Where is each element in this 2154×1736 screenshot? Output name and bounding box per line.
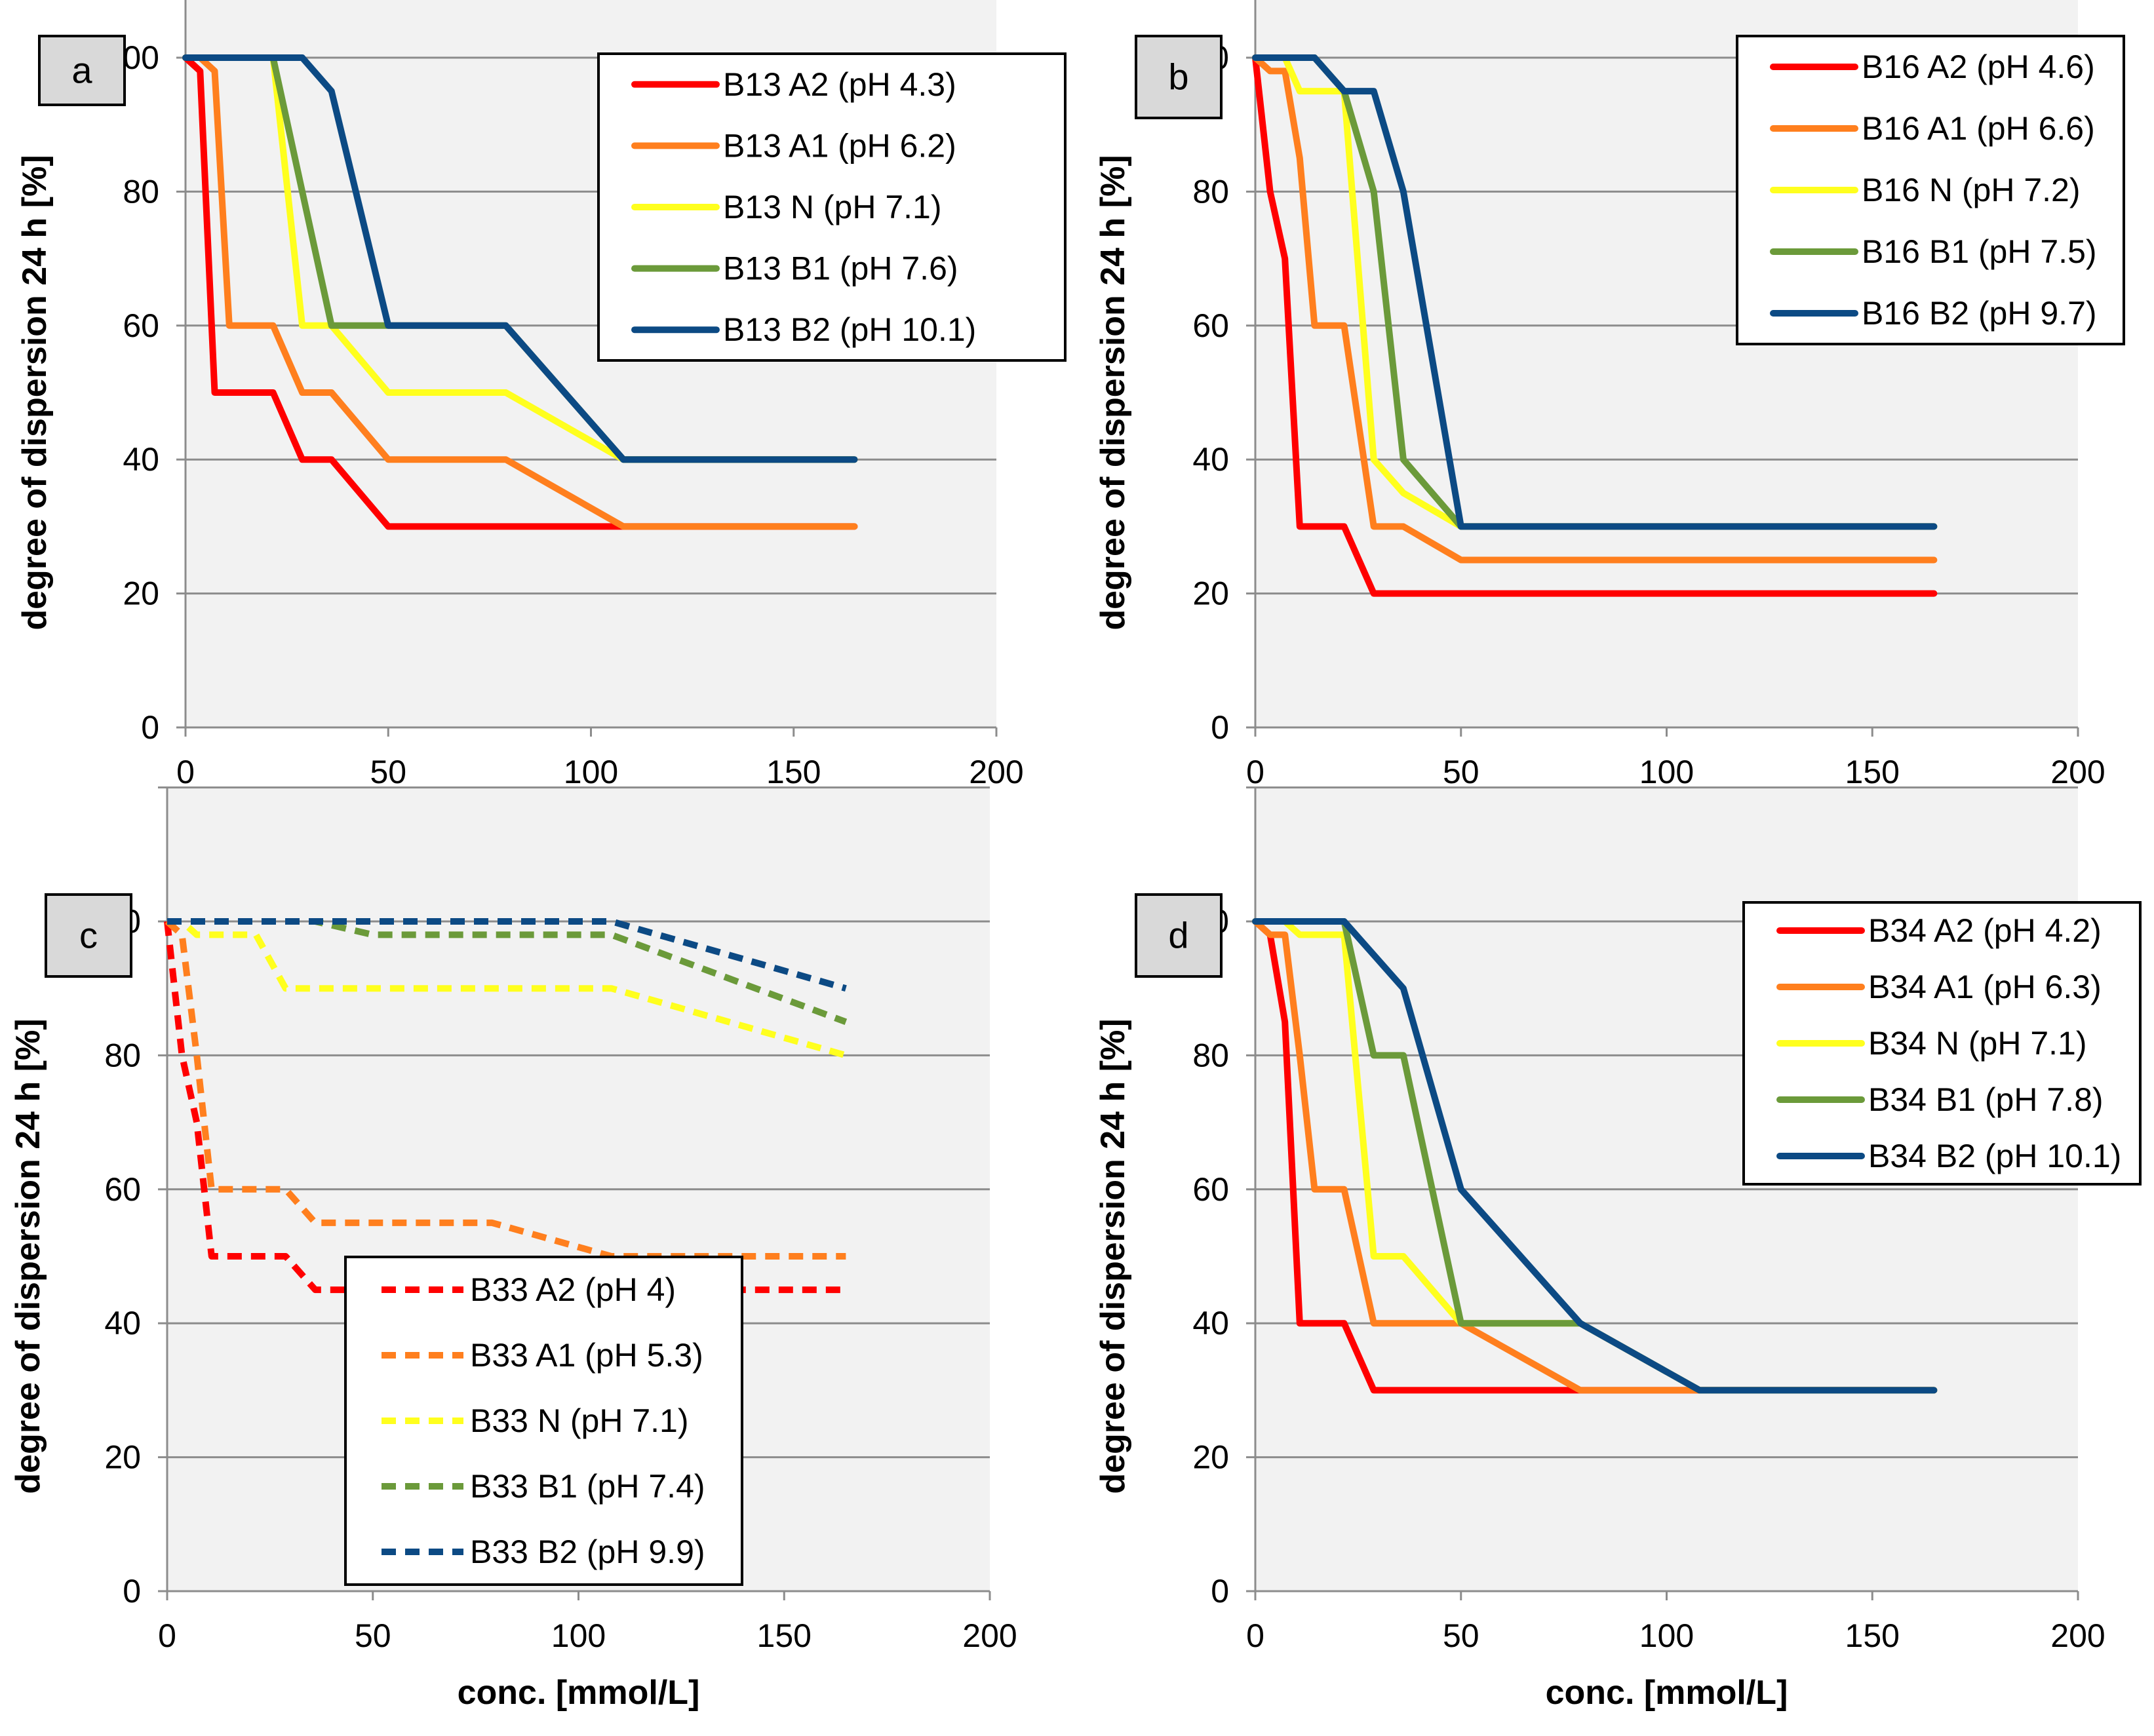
x-axis-label: conc. [mmol/L] [1546, 1674, 1788, 1712]
chart-panel-d: 020406080100050100150200conc. [mmol/L]de… [1094, 786, 2142, 1712]
x-tick-label: 200 [2050, 754, 2105, 790]
legend-entry: B33 N (pH 7.1) [470, 1402, 688, 1439]
y-tick-label: 60 [1192, 1171, 1229, 1208]
legend-entry: B13 B2 (pH 10.1) [723, 311, 976, 348]
x-tick-label: 50 [355, 1617, 391, 1654]
y-axis-label: degree of dispersion 24 h [%] [16, 155, 54, 630]
series-line-b2 [182, 54, 858, 463]
legend-entry: B16 B2 (pH 9.7) [1862, 295, 2097, 332]
y-tick-label: 0 [123, 1573, 141, 1610]
legend-entry: B33 B1 (pH 7.4) [470, 1468, 705, 1505]
x-tick-label: 150 [1845, 754, 1900, 790]
series-line-a2 [1252, 54, 1938, 597]
y-tick-label: 40 [123, 441, 159, 478]
series-line-b2 [1252, 54, 1938, 530]
y-tick-label: 0 [141, 709, 159, 746]
legend-entry: B34 B1 (pH 7.8) [1868, 1081, 2104, 1118]
legend-entry: B13 N (pH 7.1) [723, 189, 941, 225]
y-axis-label: degree of dispersion 24 h [%] [1094, 155, 1132, 630]
y-tick-label: 20 [1192, 575, 1229, 612]
legend-entry: B33 B2 (pH 9.9) [470, 1533, 705, 1570]
legend-entry: B16 N (pH 7.2) [1862, 172, 2080, 208]
series-line-a1 [165, 919, 846, 1260]
x-tick-label: 50 [1443, 1617, 1479, 1654]
legend-entry: B13 B1 (pH 7.6) [723, 250, 958, 287]
legend-entry: B34 A1 (pH 6.3) [1868, 969, 2102, 1005]
x-tick-label: 100 [551, 1617, 606, 1654]
chart-panel-c: 020406080100050100150200conc. [mmol/L]de… [9, 786, 1017, 1712]
y-tick-label: 40 [1192, 1305, 1229, 1341]
legend-entry: B34 A2 (pH 4.2) [1868, 912, 2102, 949]
x-tick-label: 100 [1639, 1617, 1694, 1654]
y-tick-label: 40 [1192, 441, 1229, 478]
x-tick-label: 150 [757, 1617, 812, 1654]
y-tick-label: 60 [1192, 307, 1229, 344]
panel-letter-box [1135, 35, 1223, 119]
y-axis-label: degree of dispersion 24 h [%] [9, 1018, 47, 1494]
y-tick-label: 40 [104, 1305, 141, 1341]
x-tick-label: 200 [2050, 1617, 2105, 1654]
legend-entry: B16 B1 (pH 7.5) [1862, 233, 2097, 270]
x-tick-label: 50 [370, 754, 406, 790]
x-tick-label: 150 [766, 754, 821, 790]
y-tick-label: 60 [104, 1171, 141, 1208]
y-tick-label: 80 [104, 1037, 141, 1073]
panel-letter: c [79, 915, 98, 956]
legend-entry: B33 A1 (pH 5.3) [470, 1337, 703, 1374]
x-tick-label: 150 [1845, 1617, 1900, 1654]
y-tick-label: 20 [123, 575, 159, 612]
panel-letter-box [45, 893, 132, 978]
legend-entry: B16 A1 (pH 6.6) [1862, 110, 2095, 147]
y-tick-label: 0 [1211, 1573, 1229, 1610]
series-line-n [167, 918, 847, 1059]
chart-panel-a: 020406080100050100150200conc. [mmol/L]de… [16, 0, 1067, 848]
x-tick-label: 0 [1246, 754, 1264, 790]
x-tick-label: 0 [1246, 1617, 1264, 1654]
series-line-a2 [182, 54, 858, 530]
legend-entry: B13 A2 (pH 4.3) [723, 66, 956, 103]
panel-letter: a [71, 50, 92, 91]
panel-letter: b [1168, 56, 1188, 98]
y-tick-label: 20 [1192, 1439, 1229, 1476]
panel-letter-box [1135, 893, 1223, 978]
y-tick-label: 80 [1192, 173, 1229, 210]
y-tick-label: 20 [104, 1439, 141, 1476]
chart-panel-b: 020406080100050100150200conc. [mmol/L]de… [1094, 0, 2125, 848]
y-tick-label: 80 [123, 173, 159, 210]
x-tick-label: 0 [158, 1617, 176, 1654]
x-tick-label: 0 [176, 754, 195, 790]
legend-entry: B33 A2 (pH 4) [470, 1271, 676, 1308]
y-tick-label: 80 [1192, 1037, 1229, 1073]
legend-entry: B16 A2 (pH 4.6) [1862, 48, 2095, 85]
x-tick-label: 200 [962, 1617, 1017, 1654]
panel-letter-box [38, 35, 126, 106]
x-tick-label: 100 [564, 754, 618, 790]
x-tick-label: 100 [1639, 754, 1694, 790]
series-line-a2 [164, 921, 846, 1294]
panel-letter: d [1168, 915, 1188, 956]
series-line-a1 [1252, 54, 1938, 564]
x-tick-label: 200 [969, 754, 1023, 790]
y-tick-label: 60 [123, 307, 159, 344]
legend-entry: B34 B2 (pH 10.1) [1868, 1138, 2121, 1174]
x-tick-label: 50 [1443, 754, 1479, 790]
y-axis-label: degree of dispersion 24 h [%] [1094, 1018, 1132, 1494]
series-line-b2 [167, 918, 847, 992]
legend-entry: B34 N (pH 7.1) [1868, 1025, 2086, 1062]
y-tick-label: 0 [1211, 709, 1229, 746]
series-line-a1 [1252, 918, 1938, 1394]
series-line-a1 [182, 54, 858, 530]
series-line-b2 [1252, 918, 1938, 1394]
legend-entry: B13 A1 (pH 6.2) [723, 127, 956, 164]
x-axis-label: conc. [mmol/L] [458, 1674, 700, 1712]
